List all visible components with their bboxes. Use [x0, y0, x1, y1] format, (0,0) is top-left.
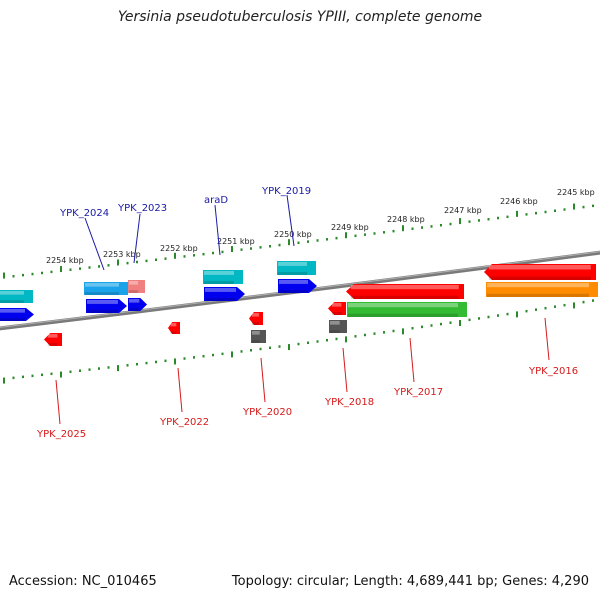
gene-label-ypk2018: YPK_2018 [324, 397, 374, 408]
gene-ypk2023-top [128, 280, 145, 293]
leader-line-ypk2022 [177, 367, 183, 413]
ruler-label: 2246 kbp [500, 197, 538, 206]
gene-label-ypk2017: YPK_2017 [393, 387, 443, 398]
leader-line-ypk2024 [84, 217, 105, 271]
gene-ypk2023-blue [128, 298, 147, 311]
gene-ypk2016-red [484, 264, 596, 280]
gene-ypk2020-red [249, 312, 263, 325]
ruler-label: 2254 kbp [46, 256, 84, 265]
ruler-label: 2249 kbp [331, 223, 369, 232]
map-title: Yersinia pseudotuberculosis YPIII, compl… [117, 9, 483, 25]
gene-label-ypk2020: YPK_2020 [242, 407, 292, 418]
gene-blue-edge [0, 308, 34, 321]
ruler-label: 2253 kbp [103, 250, 141, 259]
gene-ypk2017-red [346, 284, 464, 299]
ruler-label: 2251 kbp [217, 237, 255, 246]
accession-text: Accession: NC_010465 [9, 574, 157, 589]
gene-cyan-edge [0, 290, 33, 303]
gene-features [0, 261, 598, 346]
ruler-label: 2247 kbp [444, 206, 482, 215]
gene-ypk2018 [328, 302, 346, 315]
gene-ypk2024-top [84, 282, 128, 295]
gene-label-ypk2023: YPK_2023 [117, 203, 167, 214]
leader-line-ypk2025 [55, 379, 61, 425]
ruler-labels: 2254 kbp 2253 kbp 2252 kbp 2251 kbp 2250… [46, 188, 595, 265]
gene-label-arad: araD [204, 195, 228, 206]
leader-line-ypk2019 [286, 194, 295, 247]
gene-label-ypk2022: YPK_2022 [159, 417, 209, 428]
leader-line-ypk2023 [133, 213, 141, 264]
ruler-outer [3, 203, 594, 279]
gene-label-ypk2025: YPK_2025 [36, 429, 86, 440]
gene-ypk2025 [44, 333, 62, 346]
gene-arad-top [203, 270, 243, 284]
gene-ypk2019-top [277, 261, 316, 275]
gene-ypk2024-blue [86, 299, 127, 313]
ruler-inner [3, 299, 594, 384]
gene-ypk2019-blue [278, 279, 317, 293]
gene-ypk2017-green [347, 302, 467, 317]
gene-ypk2020-gray [251, 330, 266, 343]
ruler-label: 2248 kbp [387, 215, 425, 224]
leader-lines [55, 194, 550, 425]
gene-label-ypk2019: YPK_2019 [261, 186, 311, 197]
leader-line-arad [214, 204, 221, 256]
gene-ypk2022 [168, 322, 180, 334]
gene-ypk2017-gray [329, 320, 347, 333]
gene-arad-blue [204, 287, 245, 301]
leader-line-ypk2018 [342, 347, 348, 393]
leader-line-ypk2020 [260, 357, 266, 403]
ruler-label: 2252 kbp [160, 244, 198, 253]
gene-label-ypk2024: YPK_2024 [59, 208, 109, 219]
gene-label-ypk2016: YPK_2016 [528, 366, 578, 377]
gene-labels: YPK_2024 YPK_2023 araD YPK_2019 YPK_2025… [36, 186, 578, 440]
genome-summary: Topology: circular; Length: 4,689,441 bp… [231, 574, 589, 589]
ruler-label: 2245 kbp [557, 188, 595, 197]
leader-line-ypk2017 [409, 337, 415, 383]
gene-ypk2016-orange [486, 282, 598, 297]
leader-line-ypk2016 [544, 317, 550, 361]
